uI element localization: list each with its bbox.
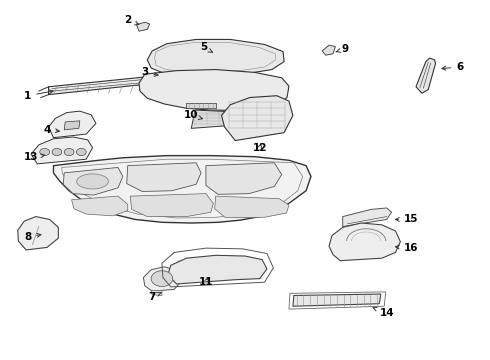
Polygon shape [191,110,234,129]
Text: 14: 14 [373,307,394,318]
Polygon shape [151,291,162,296]
Polygon shape [144,267,181,291]
Circle shape [52,148,62,156]
Ellipse shape [76,174,108,189]
Polygon shape [322,45,335,55]
Polygon shape [139,69,289,111]
Polygon shape [293,294,381,306]
Text: 8: 8 [24,232,41,242]
Polygon shape [18,217,58,250]
Text: 13: 13 [24,152,45,162]
Text: 5: 5 [200,42,213,52]
Polygon shape [49,75,162,95]
Polygon shape [31,137,93,164]
Polygon shape [49,111,96,138]
Text: 10: 10 [184,111,202,121]
Polygon shape [147,40,284,76]
Text: 9: 9 [336,44,349,54]
Text: 3: 3 [141,67,158,77]
Polygon shape [416,58,436,93]
Polygon shape [329,223,400,261]
Polygon shape [343,208,392,226]
Circle shape [64,148,74,156]
Polygon shape [137,22,150,31]
Circle shape [40,148,49,156]
Text: 2: 2 [124,15,139,26]
Polygon shape [130,194,213,217]
Circle shape [151,271,172,287]
Polygon shape [215,196,289,218]
Polygon shape [127,163,201,192]
Polygon shape [72,196,128,216]
Text: 15: 15 [395,215,418,224]
Text: 16: 16 [395,243,418,253]
Polygon shape [221,96,293,140]
Polygon shape [53,156,311,223]
Text: 4: 4 [44,125,59,135]
Polygon shape [206,163,282,194]
Circle shape [76,148,86,156]
Text: 6: 6 [442,62,464,72]
Text: 1: 1 [24,90,53,101]
Polygon shape [186,103,216,108]
Text: 7: 7 [148,292,161,302]
Text: 11: 11 [198,277,213,287]
Polygon shape [64,121,80,130]
Text: 12: 12 [252,143,267,153]
Polygon shape [63,167,123,195]
Polygon shape [168,255,267,284]
